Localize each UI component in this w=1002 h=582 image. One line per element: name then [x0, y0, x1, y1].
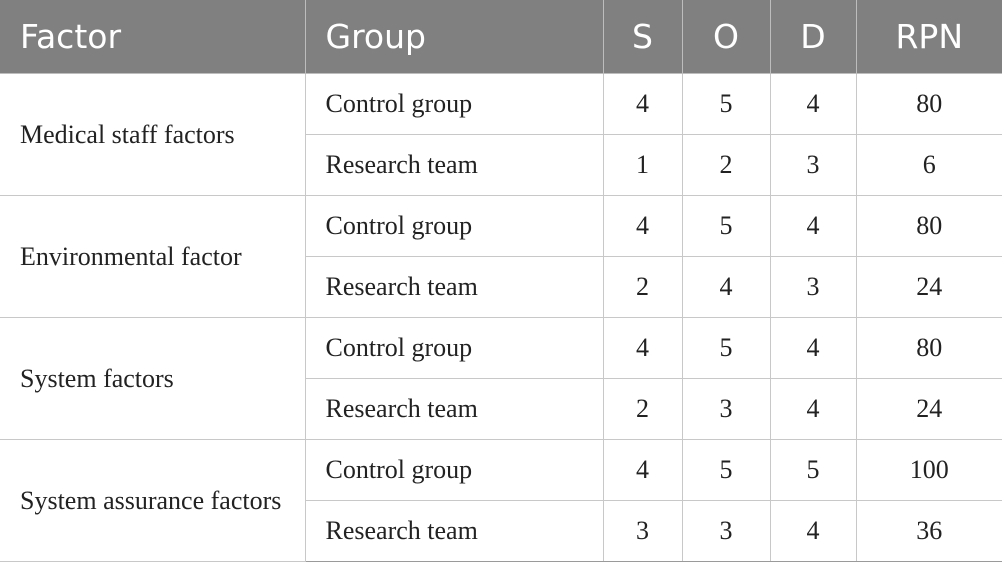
s-cell: 4: [603, 195, 683, 257]
rpn-cell: 24: [856, 378, 1002, 440]
d-cell: 5: [770, 439, 857, 501]
header-group: Group: [305, 0, 604, 74]
s-cell: 3: [603, 500, 683, 562]
table-row: Research team 2 3 4 24: [0, 378, 1002, 440]
group-cell: Control group: [305, 317, 604, 379]
group-cell: Research team: [305, 134, 604, 196]
rpn-cell: 6: [856, 134, 1002, 196]
rpn-cell: 100: [856, 439, 1002, 501]
group-cell: Research team: [305, 500, 604, 562]
d-cell: 4: [770, 317, 857, 379]
group-cell: Control group: [305, 73, 604, 135]
header-d: D: [770, 0, 857, 74]
d-cell: 4: [770, 73, 857, 135]
o-cell: 5: [682, 439, 771, 501]
s-cell: 2: [603, 256, 683, 318]
group-cell: Control group: [305, 439, 604, 501]
table-row: Research team 3 3 4 36: [0, 500, 1002, 562]
rpn-cell: 80: [856, 317, 1002, 379]
table-row: Research team 1 2 3 6: [0, 134, 1002, 196]
s-cell: 4: [603, 73, 683, 135]
header-o: O: [682, 0, 771, 74]
rpn-cell: 80: [856, 73, 1002, 135]
s-cell: 4: [603, 317, 683, 379]
rpn-cell: 24: [856, 256, 1002, 318]
table-row: Research team 2 4 3 24: [0, 256, 1002, 318]
header-row: Factor Group S O D RPN: [0, 0, 1002, 74]
header-s: S: [603, 0, 683, 74]
rpn-cell: 80: [856, 195, 1002, 257]
group-cell: Control group: [305, 195, 604, 257]
rpn-cell: 36: [856, 500, 1002, 562]
factor-cell: System factors: [0, 317, 306, 440]
factor-cell: System assurance factors: [0, 439, 306, 562]
header-factor: Factor: [0, 0, 306, 74]
d-cell: 4: [770, 378, 857, 440]
o-cell: 4: [682, 256, 771, 318]
group-cell: Research team: [305, 256, 604, 318]
o-cell: 2: [682, 134, 771, 196]
o-cell: 5: [682, 317, 771, 379]
o-cell: 5: [682, 195, 771, 257]
table-header: Factor Group S O D RPN: [0, 0, 1002, 74]
factor-cell: Environmental factor: [0, 195, 306, 318]
d-cell: 3: [770, 134, 857, 196]
group-cell: Research team: [305, 378, 604, 440]
s-cell: 1: [603, 134, 683, 196]
table-row: System factors Control group 4 5 4 80: [0, 317, 1002, 440]
s-cell: 4: [603, 439, 683, 501]
d-cell: 3: [770, 256, 857, 318]
o-cell: 3: [682, 500, 771, 562]
s-cell: 2: [603, 378, 683, 440]
table-body: Medical staff factors Control group 4 5 …: [0, 73, 1002, 562]
table-row: System assurance factors Control group 4…: [0, 439, 1002, 562]
d-cell: 4: [770, 500, 857, 562]
d-cell: 4: [770, 195, 857, 257]
table-row: Environmental factor Control group 4 5 4…: [0, 195, 1002, 318]
table-row: Medical staff factors Control group 4 5 …: [0, 73, 1002, 196]
header-rpn: RPN: [856, 0, 1002, 74]
factor-cell: Medical staff factors: [0, 73, 306, 196]
o-cell: 3: [682, 378, 771, 440]
o-cell: 5: [682, 73, 771, 135]
rpn-table: Factor Group S O D RPN Medical staff fac…: [0, 0, 1002, 562]
